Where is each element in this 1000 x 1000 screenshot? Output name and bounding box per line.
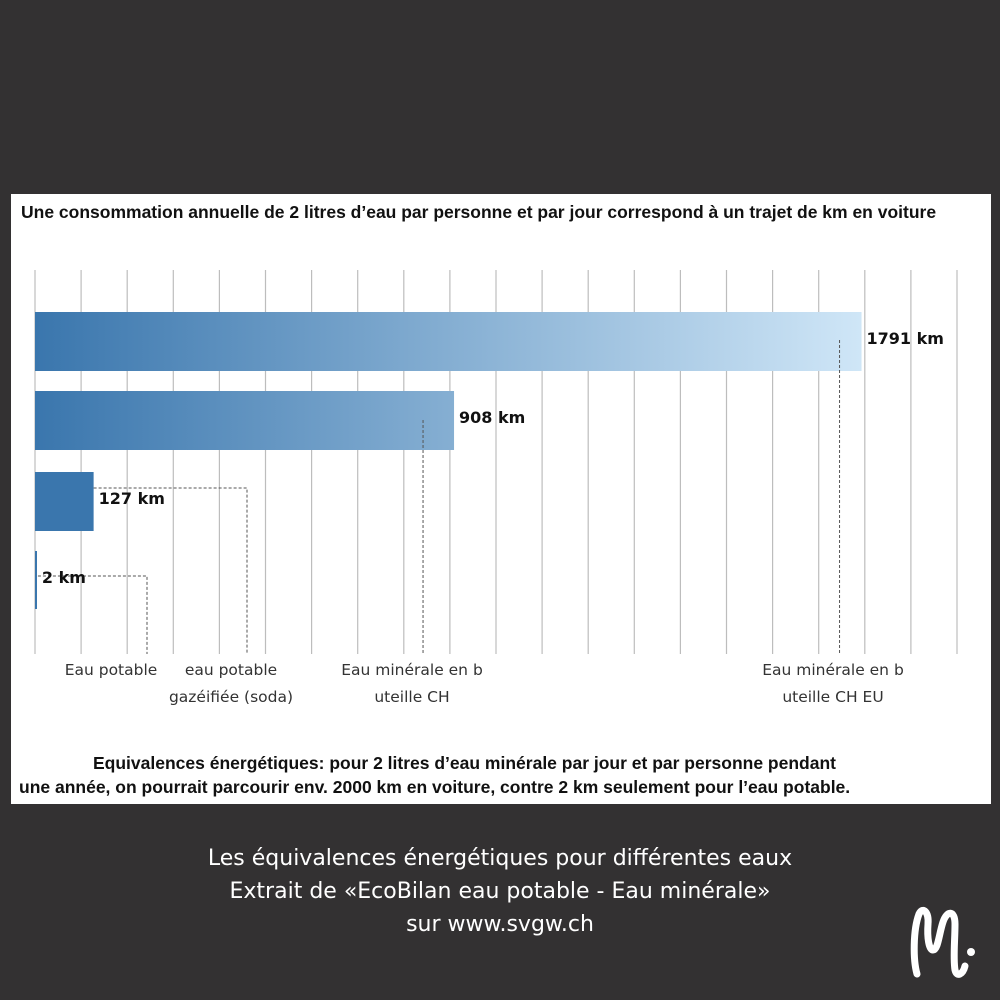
note-line-1: Equivalences énergétiques: pour 2 litres… [93, 753, 836, 773]
value-label: 2 km [42, 568, 86, 587]
energy-note: Equivalences énergétiques: pour 2 litres… [19, 751, 984, 799]
bar-chart: 1791 km 908 km 127 km 2 km Eau minérale en … [34, 270, 958, 706]
brand-logo [910, 906, 975, 978]
category-label: eau potable gazéifiée (soda) [169, 661, 293, 706]
category-label: Eau potable [65, 661, 158, 679]
bar [35, 551, 37, 609]
value-label: 1791 km [867, 329, 944, 348]
value-label: 127 km [99, 489, 165, 508]
chart-panel: Une consommation annuelle de 2 litres d’… [11, 194, 991, 804]
value-label: 908 km [459, 408, 525, 427]
bar [35, 391, 455, 450]
caption-line-1: Les équivalences énergétiques pour diffé… [207, 846, 793, 871]
note-line-2: une année, on pourrait parcourir env. 20… [19, 777, 851, 797]
category-label: Eau minérale en b uteille CH [341, 661, 483, 706]
leader-line [93, 487, 248, 654]
bar [35, 472, 94, 531]
caption-line-2: Extrait de «EcoBilan eau potable - Eau m… [229, 879, 771, 904]
chart-title: Une consommation annuelle de 2 litres d’… [21, 202, 937, 222]
caption: Les équivalences énergétiques pour diffé… [0, 842, 1000, 941]
bar [35, 312, 862, 371]
leader-line [37, 575, 148, 654]
category-label: Eau minérale en b uteille CH EU [762, 661, 904, 706]
caption-line-3: sur www.svgw.ch [406, 912, 594, 937]
